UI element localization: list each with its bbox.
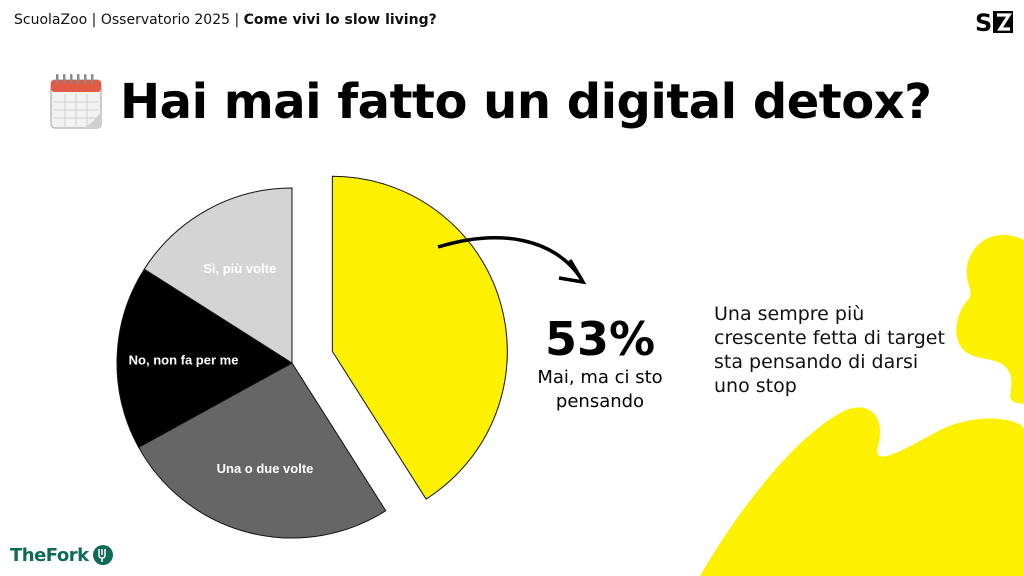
svg-text:S: S [975, 9, 992, 36]
header-brand: ScuolaZoo [14, 12, 88, 28]
header-separator: | [234, 12, 240, 28]
scuolazoo-logo: S [975, 9, 1013, 36]
thefork-logo: TheFork [10, 544, 114, 566]
pie-slice-label: Sì, più volte [203, 261, 276, 276]
highlight-percentage: 53% [544, 312, 656, 366]
page-title: Hai mai fatto un digital detox? [120, 74, 932, 130]
callout-arrowhead [558, 259, 587, 285]
decorative-shapes [700, 234, 1024, 576]
header-separator: | [91, 12, 97, 28]
highlight-label-line1: Mai, ma ci sto [537, 367, 663, 388]
insight-line: Una sempre più [714, 303, 865, 325]
pie-slice [137, 362, 387, 539]
header-report: Osservatorio 2025 [100, 12, 231, 28]
insight-line: sta pensando di darsi [714, 351, 919, 373]
insight-line: crescente fetta di target [714, 327, 945, 349]
header-survey: Come vivi lo slow living? [243, 12, 437, 28]
decorative-blob [700, 407, 1024, 576]
decorative-blob [956, 234, 1024, 404]
insight-line: uno stop [714, 375, 797, 397]
pie-slice-label: Una o due volte [217, 461, 314, 476]
header-breadcrumb: ScuolaZoo | Osservatorio 2025 | Come viv… [14, 12, 437, 28]
highlight-label-line2: pensando [555, 391, 645, 412]
thefork-wordmark: TheFork [10, 544, 89, 566]
calendar-icon [50, 74, 102, 129]
pie-labels: Una o due volte No, non fa per me Sì, più … [129, 261, 314, 476]
pie-slice-label: No, non fa per me [129, 353, 239, 368]
title-row: Hai mai fatto un digital detox? [48, 72, 932, 132]
pie-slices [116, 175, 508, 539]
pie-slice [331, 175, 508, 500]
callout-arrow [437, 236, 584, 281]
insight-text: Una sempre più crescente fetta di target… [714, 302, 1004, 398]
highlight-callout: 53% Mai, ma ci sto pensando [520, 312, 680, 414]
pie-slice [116, 268, 293, 448]
pie-slice [143, 187, 293, 364]
thefork-icon [92, 545, 113, 565]
